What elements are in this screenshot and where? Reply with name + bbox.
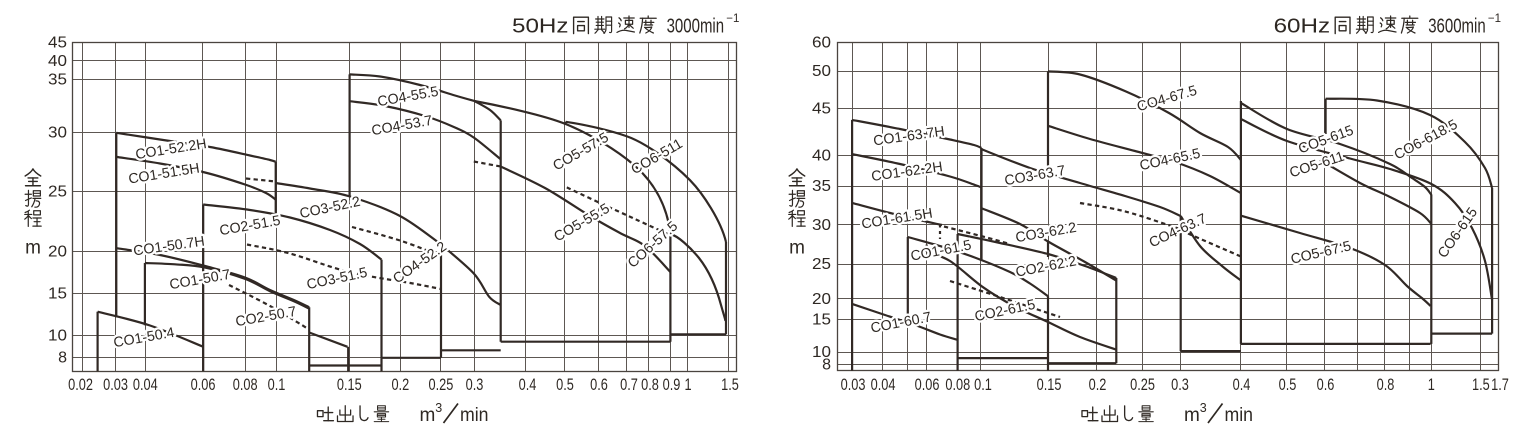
svg-text:0.4: 0.4 [1233, 375, 1251, 394]
svg-text:m: m [789, 238, 805, 259]
svg-text:40: 40 [812, 147, 831, 164]
svg-text:8: 8 [822, 357, 831, 374]
svg-text:35: 35 [812, 178, 831, 195]
svg-text:min: min [460, 405, 489, 426]
svg-text:25: 25 [48, 184, 67, 201]
svg-text:0.7: 0.7 [620, 375, 638, 394]
svg-text:0.6: 0.6 [590, 375, 608, 394]
svg-text:3000min: 3000min [667, 15, 725, 38]
svg-text:35: 35 [48, 72, 67, 89]
svg-text:m: m [25, 238, 41, 259]
svg-text:50Hz: 50Hz [512, 15, 569, 38]
svg-text:m: m [420, 405, 436, 426]
svg-text:0.08: 0.08 [233, 375, 258, 394]
svg-text:1: 1 [1428, 375, 1435, 394]
svg-text:min: min [1225, 405, 1254, 426]
svg-text:50: 50 [812, 63, 831, 80]
svg-text:0.15: 0.15 [337, 375, 362, 394]
svg-text:−1: −1 [726, 13, 739, 25]
svg-text:0.1: 0.1 [268, 375, 286, 394]
svg-text:0.08: 0.08 [945, 375, 970, 394]
svg-text:60Hz: 60Hz [1274, 15, 1331, 38]
svg-text:0.06: 0.06 [915, 375, 940, 394]
svg-text:30: 30 [812, 217, 831, 234]
svg-text:45: 45 [812, 101, 831, 118]
svg-text:25: 25 [812, 256, 831, 273]
svg-text:40: 40 [48, 53, 67, 70]
svg-text:0.3: 0.3 [1171, 375, 1189, 394]
svg-text:20: 20 [812, 291, 831, 308]
svg-text:0.03: 0.03 [841, 375, 866, 394]
svg-text:0.03: 0.03 [103, 375, 128, 394]
svg-text:0.04: 0.04 [871, 375, 896, 394]
svg-text:0.5: 0.5 [556, 375, 574, 394]
svg-text:0.4: 0.4 [519, 375, 537, 394]
svg-text:1: 1 [684, 375, 691, 394]
svg-text:45: 45 [48, 35, 67, 52]
svg-text:m: m [1184, 405, 1200, 426]
svg-text:0.8: 0.8 [1377, 375, 1395, 394]
svg-text:−1: −1 [1488, 13, 1501, 25]
svg-text:10: 10 [48, 328, 67, 345]
svg-text:0.15: 0.15 [1037, 375, 1062, 394]
svg-text:0.9: 0.9 [663, 375, 681, 394]
svg-text:0.06: 0.06 [191, 375, 216, 394]
svg-text:0.6: 0.6 [1317, 375, 1335, 394]
svg-text:1.7: 1.7 [1491, 375, 1509, 394]
svg-text:20: 20 [48, 244, 67, 261]
svg-text:10: 10 [812, 344, 831, 361]
svg-text:15: 15 [812, 312, 831, 329]
svg-text:60: 60 [812, 34, 831, 51]
svg-text:3600min: 3600min [1428, 15, 1486, 38]
svg-text:8: 8 [58, 350, 67, 367]
svg-text:0.02: 0.02 [68, 375, 93, 394]
svg-text:1.5: 1.5 [1472, 375, 1490, 394]
svg-text:0.25: 0.25 [1130, 375, 1155, 394]
svg-text:0.2: 0.2 [1089, 375, 1107, 394]
svg-text:0.2: 0.2 [391, 375, 409, 394]
svg-text:0.25: 0.25 [428, 375, 453, 394]
svg-text:0.8: 0.8 [641, 375, 659, 394]
svg-text:0.3: 0.3 [466, 375, 484, 394]
svg-text:3: 3 [1200, 401, 1207, 415]
svg-text:0.5: 0.5 [1279, 375, 1297, 394]
svg-text:1.5: 1.5 [721, 375, 739, 394]
svg-text:3: 3 [435, 401, 442, 415]
svg-text:0.1: 0.1 [974, 375, 992, 394]
svg-text:15: 15 [48, 285, 67, 302]
svg-text:30: 30 [48, 125, 67, 142]
svg-text:0.04: 0.04 [133, 375, 158, 394]
